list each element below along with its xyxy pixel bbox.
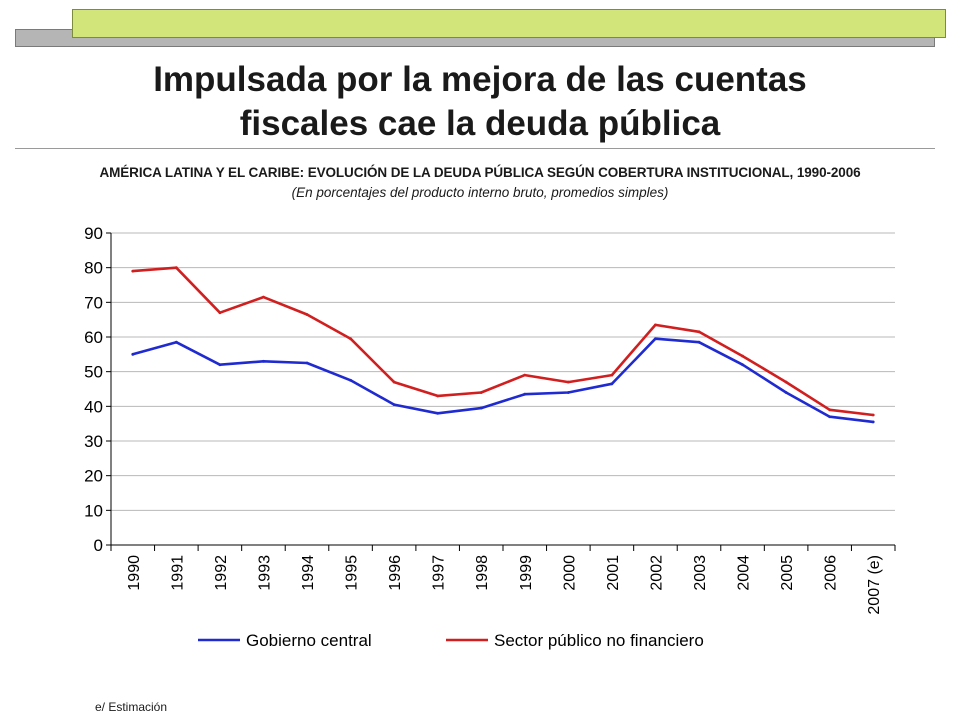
data-point (523, 392, 527, 396)
y-tick-label: 0 (94, 536, 103, 555)
title-line-2: fiscales cae la deuda pública (239, 104, 721, 143)
data-point (392, 403, 396, 406)
series-line-1 (132, 337, 874, 424)
x-tick-label: 2000 (561, 555, 578, 591)
data-point (610, 373, 614, 377)
y-tick-label: 40 (84, 397, 103, 416)
data-point (697, 330, 701, 334)
data-point (566, 380, 570, 384)
x-tick-label: 2003 (692, 555, 709, 591)
x-tick-label: 2001 (605, 555, 622, 591)
x-tick-label: 1997 (431, 555, 448, 591)
page-title: Impulsada por la mejora de las cuentas f… (60, 58, 900, 146)
data-point (174, 340, 178, 344)
legend-label-2: Sector público no financiero (494, 631, 704, 650)
data-point (436, 411, 440, 415)
data-point (610, 382, 614, 386)
data-point (305, 313, 309, 316)
data-point (131, 269, 135, 273)
chart-units-note: (En porcentajes del producto interno bru… (291, 185, 669, 200)
data-point (218, 311, 222, 315)
data-point (436, 394, 440, 398)
data-point (741, 354, 744, 358)
footnote: e/ Estimación (95, 700, 168, 714)
data-point (262, 295, 265, 299)
data-point (479, 391, 483, 394)
title-line-1: Impulsada por la mejora de las cuentas (153, 60, 807, 99)
data-point (218, 363, 222, 367)
data-point (741, 363, 744, 367)
data-point (131, 352, 135, 356)
x-tick-label: 1998 (474, 555, 491, 591)
x-tick-label: 1996 (387, 555, 404, 591)
y-tick-label: 10 (84, 501, 103, 520)
data-point (349, 378, 352, 382)
data-point (392, 380, 396, 384)
data-point (871, 420, 875, 424)
x-tick-label: 1994 (300, 555, 317, 591)
chart-subtitle: AMÉRICA LATINA Y EL CARIBE: EVOLUCIÓN DE… (99, 165, 861, 180)
header-decor-bar-green (72, 9, 946, 38)
legend: Gobierno central Sector público no financ… (198, 631, 704, 650)
y-tick-label: 30 (84, 432, 103, 451)
legend-label-1: Gobierno central (246, 631, 372, 650)
data-point (523, 373, 527, 377)
data-point (654, 337, 657, 341)
x-tick-label: 2004 (736, 555, 753, 591)
data-point (305, 361, 309, 365)
data-point (828, 415, 832, 419)
data-point (262, 359, 265, 363)
y-tick-label: 80 (84, 259, 103, 278)
x-tick-label: 1995 (344, 555, 361, 591)
data-point (566, 391, 570, 394)
data-point (871, 413, 875, 417)
data-point (828, 408, 832, 412)
x-tick-label: 2005 (779, 555, 796, 591)
x-tick-label: 1990 (126, 555, 143, 591)
x-tick-label: 2007 (e) (866, 555, 883, 615)
x-tick-label: 2002 (648, 555, 665, 591)
data-point (349, 337, 352, 341)
data-point (174, 266, 178, 270)
data-point (697, 340, 701, 344)
data-point (784, 391, 788, 394)
x-tick-label: 1992 (213, 555, 230, 591)
y-tick-label: 20 (84, 467, 103, 486)
y-tick-label: 50 (84, 363, 103, 382)
series-line-2 (132, 266, 874, 417)
title-divider (15, 148, 935, 149)
x-tick-label: 1991 (169, 555, 186, 591)
x-tick-label: 1993 (256, 555, 273, 591)
x-tick-label: 1999 (518, 555, 535, 591)
y-tick-label: 70 (84, 293, 103, 312)
x-tick-label: 2006 (823, 555, 840, 591)
y-tick-label: 90 (84, 224, 103, 243)
data-point (654, 323, 657, 327)
plot-area (111, 233, 895, 545)
y-tick-label: 60 (84, 328, 103, 347)
data-point (479, 406, 483, 410)
data-point (784, 380, 788, 384)
